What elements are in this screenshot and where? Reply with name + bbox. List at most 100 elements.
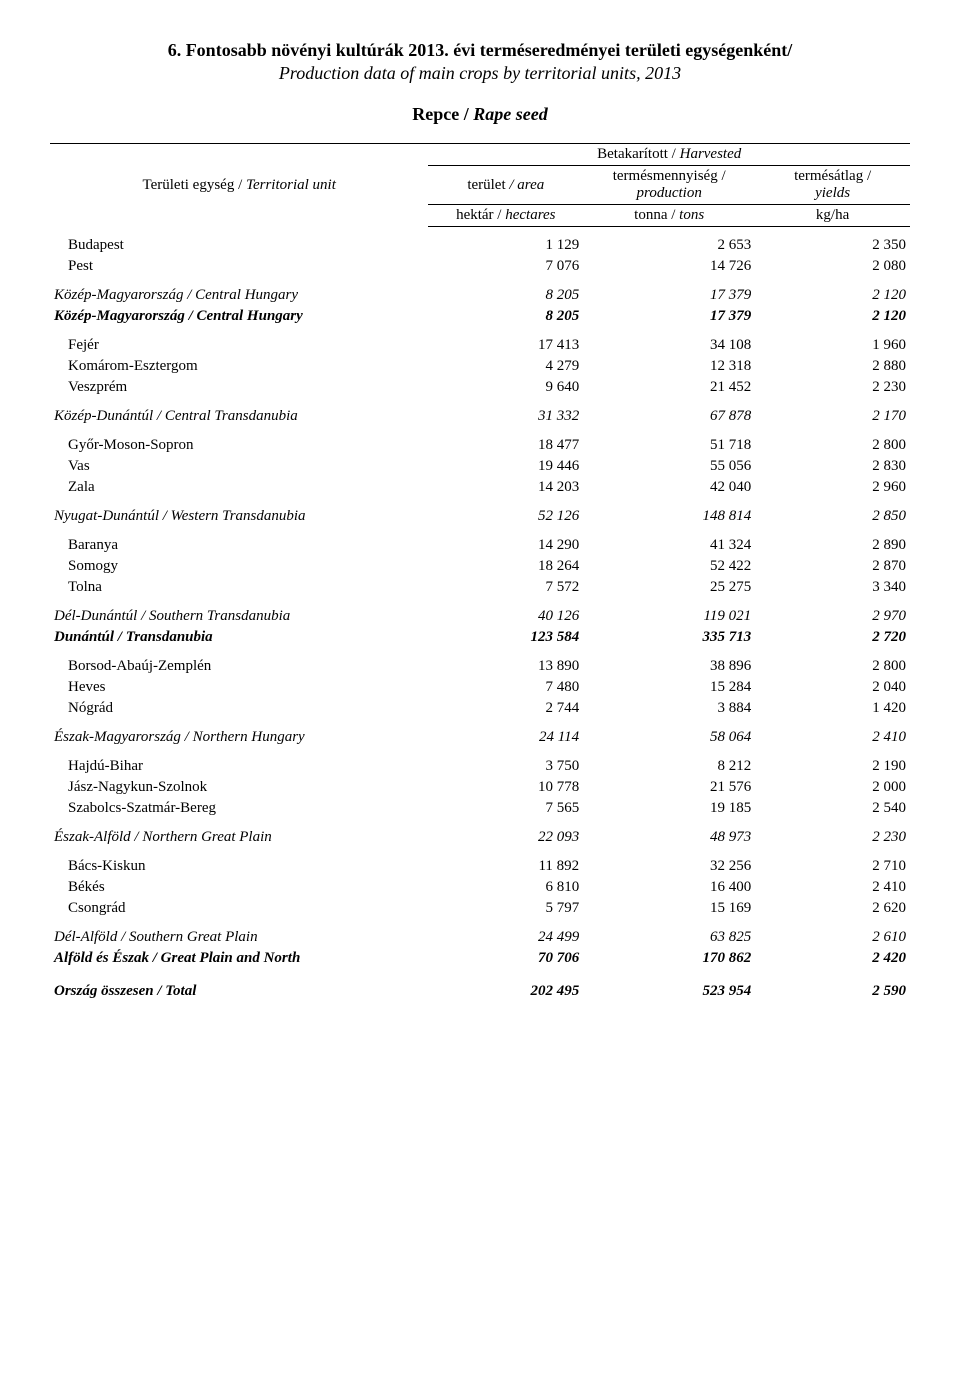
row-yield: 2 230 xyxy=(755,819,910,848)
row-name: Dél-Dunántúl / Southern Transdanubia xyxy=(50,598,428,627)
row-area: 4 279 xyxy=(428,356,583,377)
row-area: 18 264 xyxy=(428,556,583,577)
row-area: 10 778 xyxy=(428,777,583,798)
row-production: 21 576 xyxy=(583,777,755,798)
row-name: Szabolcs-Szatmár-Bereg xyxy=(50,798,428,819)
hdr-unit-hu: Területi egység / xyxy=(143,177,247,193)
row-name: Ország összesen / Total xyxy=(50,969,428,1002)
row-name: Észak-Alföld / Northern Great Plain xyxy=(50,819,428,848)
hdr-unit-prod-en: tons xyxy=(679,207,704,223)
row-name: Fejér xyxy=(50,327,428,356)
row-yield: 1 960 xyxy=(755,327,910,356)
table-body: Budapest1 1292 6532 350Pest7 07614 7262 … xyxy=(50,227,910,1003)
table-row: Tolna7 57225 2753 340 xyxy=(50,577,910,598)
row-name: Csongrád xyxy=(50,898,428,919)
row-yield: 2 410 xyxy=(755,877,910,898)
row-area: 7 572 xyxy=(428,577,583,598)
row-area: 7 480 xyxy=(428,677,583,698)
page-subtitle: Production data of main crops by territo… xyxy=(50,63,910,84)
crop-heading: Repce / Rape seed xyxy=(50,104,910,125)
row-name: Békés xyxy=(50,877,428,898)
hdr-harvested: Betakarított / Harvested xyxy=(428,144,910,166)
row-yield: 2 970 xyxy=(755,598,910,627)
row-production: 19 185 xyxy=(583,798,755,819)
hdr-unit-area-en: hectares xyxy=(505,207,555,223)
table-row: Somogy18 26452 4222 870 xyxy=(50,556,910,577)
row-yield: 2 870 xyxy=(755,556,910,577)
row-name: Baranya xyxy=(50,527,428,556)
row-area: 11 892 xyxy=(428,848,583,877)
table-row: Nógrád2 7443 8841 420 xyxy=(50,698,910,719)
row-area: 3 750 xyxy=(428,748,583,777)
row-production: 15 284 xyxy=(583,677,755,698)
hdr-area: terület / area xyxy=(428,166,583,205)
row-production: 67 878 xyxy=(583,398,755,427)
row-name: Tolna xyxy=(50,577,428,598)
row-yield: 2 890 xyxy=(755,527,910,556)
table-row: Bács-Kiskun11 89232 2562 710 xyxy=(50,848,910,877)
table-row: Csongrád5 79715 1692 620 xyxy=(50,898,910,919)
hdr-unit-en: Territorial unit xyxy=(246,177,336,193)
row-area: 9 640 xyxy=(428,377,583,398)
row-name: Budapest xyxy=(50,227,428,257)
row-yield: 2 610 xyxy=(755,919,910,948)
table-row: Jász-Nagykun-Szolnok10 77821 5762 000 xyxy=(50,777,910,798)
hdr-unit-yield: kg/ha xyxy=(755,205,910,227)
row-name: Veszprém xyxy=(50,377,428,398)
row-area: 6 810 xyxy=(428,877,583,898)
row-production: 21 452 xyxy=(583,377,755,398)
table-row: Békés6 81016 4002 410 xyxy=(50,877,910,898)
hdr-unit-prod-hu: tonna / xyxy=(634,207,679,223)
table-row: Fejér17 41334 1081 960 xyxy=(50,327,910,356)
table-row: Észak-Alföld / Northern Great Plain22 09… xyxy=(50,819,910,848)
row-production: 42 040 xyxy=(583,477,755,498)
row-yield: 2 420 xyxy=(755,948,910,969)
row-production: 32 256 xyxy=(583,848,755,877)
hdr-yield-hu: termésátlag / xyxy=(794,168,871,184)
row-name: Dél-Alföld / Southern Great Plain xyxy=(50,919,428,948)
hdr-unit-area: hektár / hectares xyxy=(428,205,583,227)
row-yield: 2 540 xyxy=(755,798,910,819)
table-row: Győr-Moson-Sopron18 47751 7182 800 xyxy=(50,427,910,456)
table-row: Szabolcs-Szatmár-Bereg7 56519 1852 540 xyxy=(50,798,910,819)
row-production: 34 108 xyxy=(583,327,755,356)
hdr-yield-en: yields xyxy=(815,185,850,201)
row-name: Komárom-Esztergom xyxy=(50,356,428,377)
row-area: 123 584 xyxy=(428,627,583,648)
row-area: 13 890 xyxy=(428,648,583,677)
row-yield: 2 080 xyxy=(755,256,910,277)
table-row: Nyugat-Dunántúl / Western Transdanubia52… xyxy=(50,498,910,527)
row-production: 2 653 xyxy=(583,227,755,257)
hdr-prod-hu: termésmennyiség / xyxy=(613,168,726,184)
row-area: 40 126 xyxy=(428,598,583,627)
row-production: 8 212 xyxy=(583,748,755,777)
row-name: Nyugat-Dunántúl / Western Transdanubia xyxy=(50,498,428,527)
row-name: Közép-Magyarország / Central Hungary xyxy=(50,277,428,306)
row-production: 148 814 xyxy=(583,498,755,527)
row-name: Borsod-Abaúj-Zemplén xyxy=(50,648,428,677)
row-yield: 3 340 xyxy=(755,577,910,598)
row-production: 14 726 xyxy=(583,256,755,277)
row-yield: 2 000 xyxy=(755,777,910,798)
table-row: Észak-Magyarország / Northern Hungary24 … xyxy=(50,719,910,748)
table-row: Dél-Dunántúl / Southern Transdanubia40 1… xyxy=(50,598,910,627)
row-name: Zala xyxy=(50,477,428,498)
hdr-yield: termésátlag /yields xyxy=(755,166,910,205)
hdr-area-hu: terület xyxy=(467,177,509,193)
row-area: 1 129 xyxy=(428,227,583,257)
row-yield: 2 590 xyxy=(755,969,910,1002)
table-row: Alföld és Észak / Great Plain and North7… xyxy=(50,948,910,969)
row-production: 523 954 xyxy=(583,969,755,1002)
data-table: Területi egység / Territorial unit Betak… xyxy=(50,143,910,1002)
row-area: 24 499 xyxy=(428,919,583,948)
table-row: Komárom-Esztergom4 27912 3182 880 xyxy=(50,356,910,377)
row-name: Észak-Magyarország / Northern Hungary xyxy=(50,719,428,748)
table-row: Pest7 07614 7262 080 xyxy=(50,256,910,277)
hdr-unit-prod: tonna / tons xyxy=(583,205,755,227)
row-yield: 2 830 xyxy=(755,456,910,477)
row-yield: 2 960 xyxy=(755,477,910,498)
table-row: Vas19 44655 0562 830 xyxy=(50,456,910,477)
row-name: Pest xyxy=(50,256,428,277)
row-yield: 2 190 xyxy=(755,748,910,777)
table-row: Hajdú-Bihar3 7508 2122 190 xyxy=(50,748,910,777)
